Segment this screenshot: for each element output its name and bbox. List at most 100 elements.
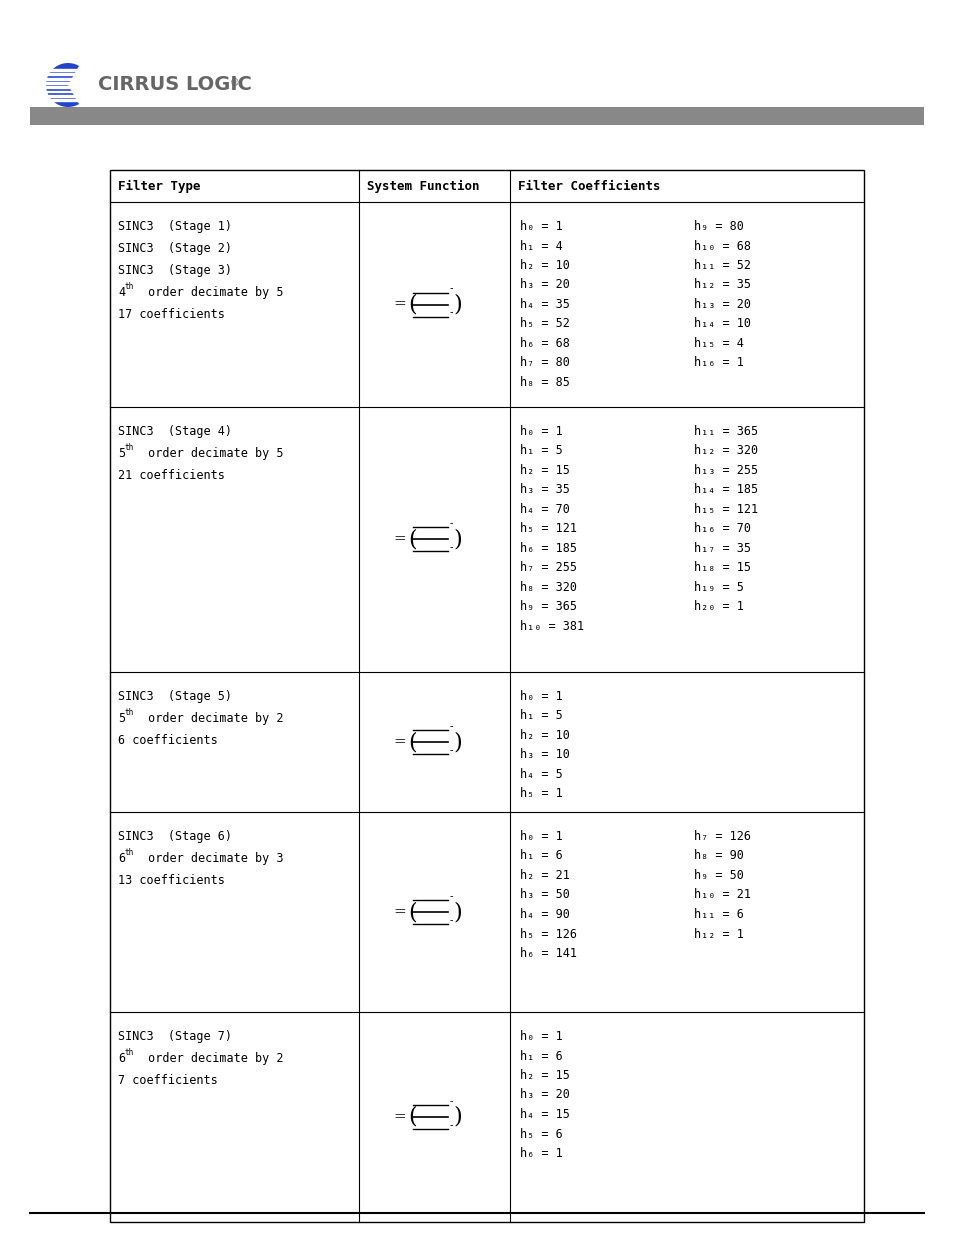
Text: 6 coefficients: 6 coefficients — [118, 734, 217, 747]
Text: h₀ = 1: h₀ = 1 — [519, 690, 561, 703]
Text: h₆ = 68: h₆ = 68 — [519, 337, 569, 350]
Text: =: = — [393, 735, 406, 748]
Text: =: = — [393, 1110, 406, 1124]
Text: h₃ = 20: h₃ = 20 — [519, 279, 569, 291]
Text: h₂ = 15: h₂ = 15 — [519, 1070, 569, 1082]
Text: -: - — [449, 745, 453, 755]
Text: h₉ = 50: h₉ = 50 — [693, 869, 743, 882]
Text: h₂ = 21: h₂ = 21 — [519, 869, 569, 882]
Text: (: ( — [408, 902, 416, 923]
Bar — [44, 99, 79, 101]
Text: CIRRUS LOGIC: CIRRUS LOGIC — [98, 75, 252, 95]
Text: h₁₅ = 4: h₁₅ = 4 — [693, 337, 743, 350]
Text: ): ) — [453, 902, 461, 923]
Text: -: - — [449, 1120, 453, 1130]
Text: h₁₁ = 52: h₁₁ = 52 — [693, 259, 750, 272]
Text: h₁ = 6: h₁ = 6 — [519, 850, 561, 862]
Text: order decimate by 2: order decimate by 2 — [140, 1052, 283, 1065]
Text: -: - — [449, 721, 453, 731]
Text: h₁₂ = 35: h₁₂ = 35 — [693, 279, 750, 291]
Text: h₁₁ = 365: h₁₁ = 365 — [693, 425, 758, 438]
Text: 4: 4 — [118, 287, 125, 299]
Text: h₁₀ = 68: h₁₀ = 68 — [693, 240, 750, 252]
Text: ): ) — [453, 731, 461, 753]
Text: SINC3  (Stage 5): SINC3 (Stage 5) — [118, 690, 232, 703]
Text: (: ( — [408, 731, 416, 753]
Text: h₄ = 5: h₄ = 5 — [519, 768, 561, 781]
Text: h₄ = 35: h₄ = 35 — [519, 298, 569, 311]
Text: h₁₆ = 70: h₁₆ = 70 — [693, 522, 750, 536]
Text: h₅ = 52: h₅ = 52 — [519, 317, 569, 331]
Text: h₁₈ = 15: h₁₈ = 15 — [693, 562, 750, 574]
Text: h₇ = 126: h₇ = 126 — [693, 830, 750, 844]
Text: th: th — [125, 1049, 133, 1057]
Bar — [44, 86, 79, 88]
Text: Filter Coefficients: Filter Coefficients — [517, 179, 659, 193]
Text: h₇ = 255: h₇ = 255 — [519, 562, 576, 574]
Text: h₀ = 1: h₀ = 1 — [519, 425, 561, 438]
Wedge shape — [46, 63, 79, 107]
Text: =: = — [393, 532, 406, 547]
Text: SINC3  (Stage 4): SINC3 (Stage 4) — [118, 425, 232, 438]
Text: (: ( — [408, 1107, 416, 1128]
Text: h₈ = 90: h₈ = 90 — [693, 850, 743, 862]
Text: h₁₁ = 6: h₁₁ = 6 — [693, 908, 743, 921]
Text: h₀ = 1: h₀ = 1 — [519, 1030, 561, 1044]
Text: (: ( — [408, 294, 416, 315]
Text: h₀ = 1: h₀ = 1 — [519, 220, 561, 233]
Text: h₁₉ = 5: h₁₉ = 5 — [693, 580, 743, 594]
Text: h₁₅ = 121: h₁₅ = 121 — [693, 503, 758, 516]
Text: h₅ = 6: h₅ = 6 — [519, 1128, 561, 1140]
Text: order decimate by 2: order decimate by 2 — [140, 713, 283, 725]
Text: h₁ = 5: h₁ = 5 — [519, 709, 561, 722]
Text: 21 coefficients: 21 coefficients — [118, 469, 225, 482]
Text: 5: 5 — [118, 713, 125, 725]
Text: h₆ = 185: h₆ = 185 — [519, 542, 576, 555]
Text: h₂ = 10: h₂ = 10 — [519, 729, 569, 742]
Text: 17 coefficients: 17 coefficients — [118, 308, 225, 321]
Text: ): ) — [453, 1107, 461, 1128]
Bar — [44, 78, 79, 79]
Text: ®: ® — [230, 78, 239, 88]
Text: h₃ = 35: h₃ = 35 — [519, 483, 569, 496]
Text: 13 coefficients: 13 coefficients — [118, 874, 225, 887]
Text: h₂ = 10: h₂ = 10 — [519, 259, 569, 272]
Text: h₅ = 1: h₅ = 1 — [519, 788, 561, 800]
Text: SINC3  (Stage 3): SINC3 (Stage 3) — [118, 264, 232, 277]
Text: ): ) — [453, 529, 461, 551]
Text: h₉ = 365: h₉ = 365 — [519, 600, 576, 614]
Text: th: th — [125, 708, 133, 718]
Text: Filter Type: Filter Type — [118, 179, 200, 193]
Bar — [44, 69, 79, 70]
Text: -: - — [449, 284, 453, 294]
Text: h₆ = 1: h₆ = 1 — [519, 1147, 561, 1160]
Text: h₄ = 70: h₄ = 70 — [519, 503, 569, 516]
Text: order decimate by 3: order decimate by 3 — [140, 852, 283, 864]
Text: SINC3  (Stage 1): SINC3 (Stage 1) — [118, 220, 232, 233]
Bar — [44, 82, 79, 84]
Bar — [30, 107, 923, 125]
Text: h₄ = 90: h₄ = 90 — [519, 908, 569, 921]
Text: h₃ = 20: h₃ = 20 — [519, 1088, 569, 1102]
Text: h₄ = 15: h₄ = 15 — [519, 1108, 569, 1121]
Text: h₁₄ = 185: h₁₄ = 185 — [693, 483, 758, 496]
Text: h₁₀ = 381: h₁₀ = 381 — [519, 620, 583, 634]
Text: SINC3  (Stage 2): SINC3 (Stage 2) — [118, 242, 232, 254]
Text: (: ( — [408, 529, 416, 551]
Text: h₁ = 5: h₁ = 5 — [519, 445, 561, 457]
Text: order decimate by 5: order decimate by 5 — [140, 447, 283, 459]
Text: h₁ = 6: h₁ = 6 — [519, 1050, 561, 1062]
Text: order decimate by 5: order decimate by 5 — [140, 287, 283, 299]
Bar — [44, 74, 79, 75]
Text: h₆ = 141: h₆ = 141 — [519, 947, 576, 960]
Bar — [110, 170, 863, 1221]
Text: h₁ = 4: h₁ = 4 — [519, 240, 561, 252]
Text: =: = — [393, 298, 406, 311]
Text: -: - — [449, 915, 453, 925]
Bar — [44, 90, 79, 93]
Text: h₀ = 1: h₀ = 1 — [519, 830, 561, 844]
Text: h₁₀ = 21: h₁₀ = 21 — [693, 888, 750, 902]
Text: 6: 6 — [118, 852, 125, 864]
Text: h₁₂ = 320: h₁₂ = 320 — [693, 445, 758, 457]
Text: 6: 6 — [118, 1052, 125, 1065]
